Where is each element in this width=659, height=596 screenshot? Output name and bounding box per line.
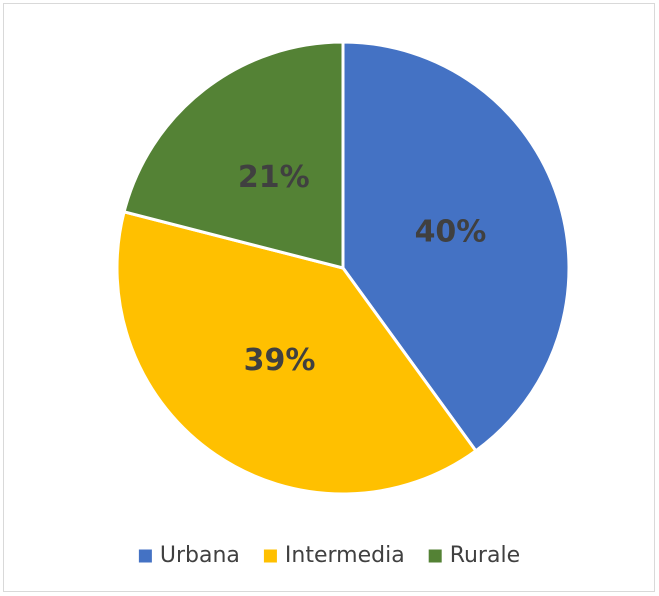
legend: Urbana Intermedia Rurale (138, 543, 520, 568)
legend-marker (138, 549, 152, 563)
legend-marker (263, 549, 277, 563)
pie-slice (341, 40, 571, 453)
slice-label: 39% (244, 343, 316, 378)
pie-slice (122, 40, 345, 270)
legend-label: Intermedia (285, 543, 405, 568)
legend-label: Urbana (160, 543, 240, 568)
legend-label: Rurale (450, 543, 520, 568)
pie-slice (115, 209, 478, 496)
slice-label: 21% (238, 160, 310, 195)
slice-label: 40% (415, 215, 487, 250)
legend-marker (428, 549, 442, 563)
